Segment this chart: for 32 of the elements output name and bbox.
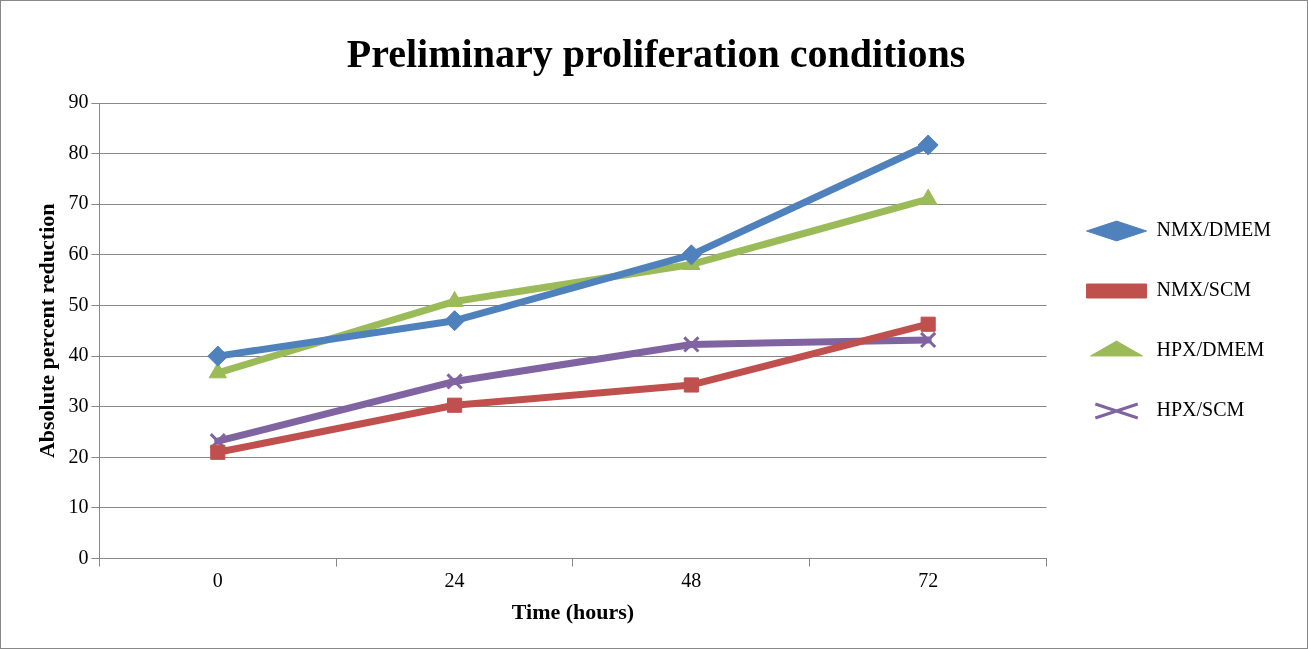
point bbox=[447, 397, 463, 413]
legend-label: NMX/DMEM bbox=[1156, 218, 1272, 241]
point bbox=[444, 310, 466, 332]
x-tick-label: 72 bbox=[918, 568, 939, 591]
point bbox=[207, 345, 229, 367]
x-tick-label: 24 bbox=[444, 568, 465, 591]
x-tick-label: 0 bbox=[212, 568, 223, 591]
x-tick-label: 48 bbox=[681, 568, 702, 591]
y-tick-label: 40 bbox=[68, 343, 89, 366]
legend-label: HPX/DMEM bbox=[1156, 338, 1265, 361]
point bbox=[919, 331, 937, 349]
x-axis-title: Time (hours) bbox=[511, 599, 635, 625]
chart-title: Preliminary proliferation conditions bbox=[346, 31, 966, 77]
y-tick-label: 50 bbox=[68, 292, 89, 315]
point bbox=[917, 134, 939, 156]
point bbox=[210, 444, 226, 460]
point bbox=[446, 372, 464, 390]
y-tick-label: 0 bbox=[78, 545, 89, 568]
y-tick-label: 80 bbox=[68, 140, 89, 163]
y-tick-label: 10 bbox=[68, 495, 89, 518]
point bbox=[683, 377, 699, 393]
y-tick-label: 70 bbox=[68, 191, 89, 214]
y-axis-title: Absolute percent reduction bbox=[33, 203, 59, 459]
y-tick-label: 90 bbox=[68, 90, 89, 113]
point bbox=[682, 335, 700, 354]
point bbox=[680, 244, 702, 266]
legend-label: HPX/SCM bbox=[1156, 398, 1245, 421]
y-tick-label: 30 bbox=[68, 393, 89, 416]
y-tick-label: 60 bbox=[68, 242, 89, 265]
legend-label: NMX/SCM bbox=[1156, 278, 1252, 301]
point bbox=[920, 316, 936, 332]
y-tick-label: 20 bbox=[68, 444, 89, 467]
